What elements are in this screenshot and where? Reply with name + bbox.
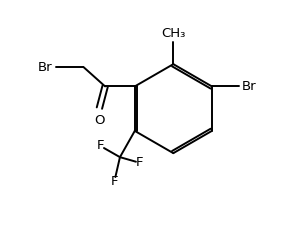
Text: Br: Br [38, 61, 53, 73]
Text: F: F [97, 139, 104, 152]
Text: F: F [110, 175, 118, 188]
Text: O: O [94, 114, 105, 127]
Text: CH₃: CH₃ [161, 27, 185, 40]
Text: Br: Br [241, 80, 256, 93]
Text: F: F [135, 156, 143, 169]
